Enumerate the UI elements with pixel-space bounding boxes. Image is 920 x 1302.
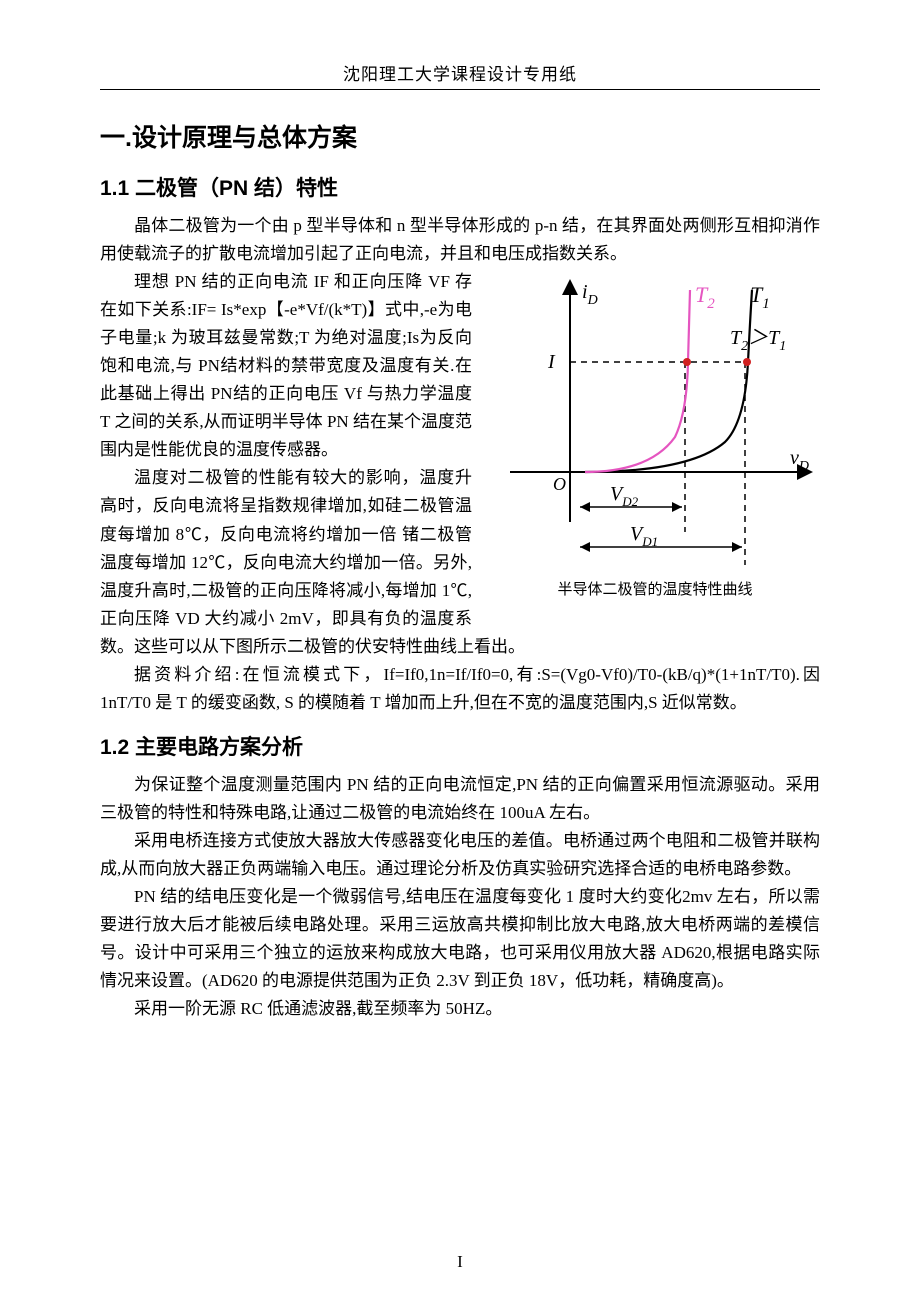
- curve-t2: [585, 290, 690, 472]
- label-t1: T1: [750, 282, 770, 312]
- label-vd2: VD2: [610, 483, 639, 509]
- axis-x-label: vD: [790, 447, 809, 474]
- dot-t2: [683, 358, 691, 366]
- diode-temp-chart-svg: iD vD I O T2 T1 T2＞T1 VD2 VD1: [490, 272, 820, 572]
- heading-2-section1: 1.1 二极管（PN 结）特性: [100, 172, 820, 202]
- label-o: O: [553, 474, 566, 494]
- running-header: 沈阳理工大学课程设计专用纸: [100, 60, 820, 85]
- label-relation: T2＞T1: [730, 327, 786, 354]
- dot-t1: [743, 358, 751, 366]
- vd2-arrow-right: [672, 502, 682, 512]
- label-vd1: VD1: [630, 523, 658, 549]
- diode-temp-figure: iD vD I O T2 T1 T2＞T1 VD2 VD1 半导体二极管的: [490, 272, 820, 599]
- para-s1-p1: 晶体二极管为一个由 p 型半导体和 n 型半导体形成的 p-n 结，在其界面处两…: [100, 212, 820, 268]
- para-s2-p1: 为保证整个温度测量范围内 PN 结的正向电流恒定,PN 结的正向偏置采用恒流源驱…: [100, 771, 820, 827]
- header-rule: [100, 89, 820, 90]
- para-s1-p4: 据资料介绍:在恒流模式下，If=If0,1n=If/If0=0,有:S=(Vg0…: [100, 661, 820, 717]
- para-s2-p4: 采用一阶无源 RC 低通滤波器,截至频率为 50HZ。: [100, 995, 820, 1023]
- label-i: I: [547, 351, 556, 373]
- figure-caption: 半导体二极管的温度特性曲线: [490, 578, 820, 599]
- vd1-arrow-left: [580, 542, 590, 552]
- heading-1: 一.设计原理与总体方案: [100, 118, 820, 154]
- para-s2-p3: PN 结的结电压变化是一个微弱信号,结电压在温度每变化 1 度时大约变化2mv …: [100, 883, 820, 995]
- heading-2-section2: 1.2 主要电路方案分析: [100, 731, 820, 761]
- vd2-arrow-left: [580, 502, 590, 512]
- page: 沈阳理工大学课程设计专用纸 一.设计原理与总体方案 1.1 二极管（PN 结）特…: [0, 0, 920, 1302]
- vd1-arrow-right: [732, 542, 742, 552]
- para-s2-p2: 采用电桥连接方式使放大器放大传感器变化电压的差值。电桥通过两个电阻和二极管并联构…: [100, 827, 820, 883]
- axis-y-label: iD: [582, 281, 598, 308]
- label-t2: T2: [695, 282, 715, 312]
- page-number: I: [0, 1252, 920, 1272]
